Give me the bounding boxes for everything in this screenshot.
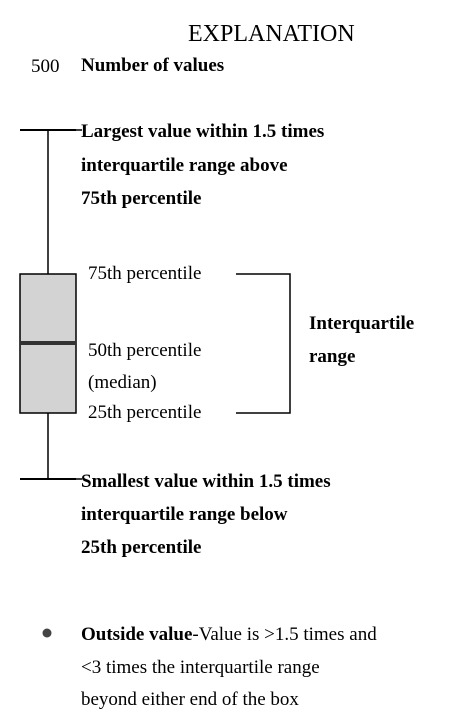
lower-whisker-label-line3: 25th percentile <box>81 537 202 558</box>
p50-label: 50th percentile <box>88 340 202 361</box>
outside-value-line3: beyond either end of the box <box>81 689 299 710</box>
outside-value-line2: <3 times the interquartile range <box>81 657 320 678</box>
p75-label: 75th percentile <box>88 263 202 284</box>
upper-whisker-label-line2: interquartile range above <box>81 155 288 176</box>
lower-whisker-label-line2: interquartile range below <box>81 504 288 525</box>
interquartile-bracket <box>236 273 291 414</box>
outside-value-bold-label: Outside value <box>81 624 193 645</box>
iqr-label-line1: Interquartile <box>309 313 415 334</box>
iqr-label-line2: range <box>309 346 356 367</box>
outside-value-description: -Value is >1.5 times and <box>192 624 377 645</box>
outside-value-dot <box>42 628 52 638</box>
lower-whisker-label-line1: Smallest value within 1.5 times <box>81 471 331 492</box>
p25-label: 25th percentile <box>88 402 202 423</box>
explanation-title: EXPLANATION <box>188 21 355 47</box>
count-number: 500 <box>31 56 60 77</box>
upper-whisker-label-line1: Largest value within 1.5 times <box>81 121 325 142</box>
outside-value-line1: Outside value-Value is >1.5 times and <box>81 625 377 644</box>
upper-whisker-label-line3: 75th percentile <box>81 188 202 209</box>
count-label: Number of values <box>81 55 225 76</box>
median-label: (median) <box>88 372 157 393</box>
